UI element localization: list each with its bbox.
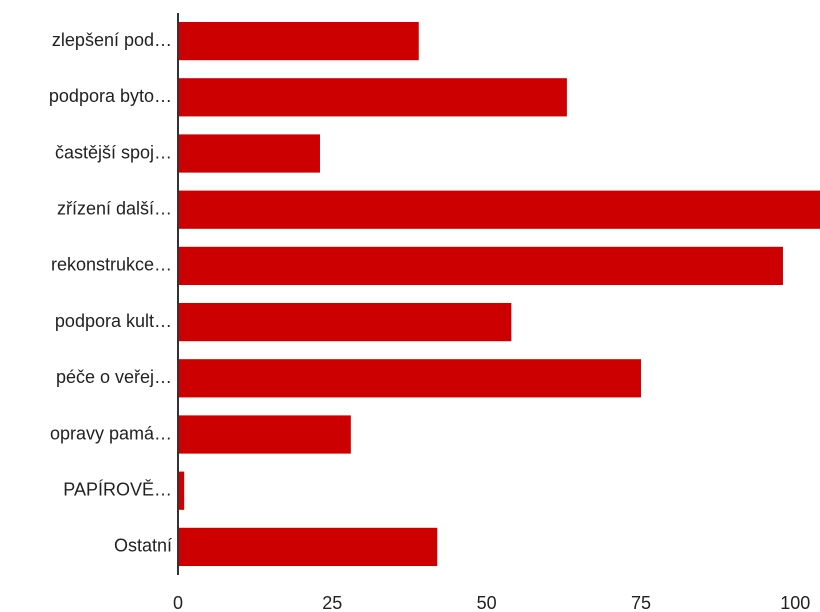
x-tick-label: 50 bbox=[477, 593, 497, 612]
bar bbox=[178, 471, 185, 510]
y-tick-label: zlepšení pod… bbox=[52, 30, 172, 50]
y-tick-label: podpora byto… bbox=[49, 86, 172, 106]
bar bbox=[178, 78, 567, 117]
y-tick-label: péče o veřej… bbox=[56, 367, 172, 387]
y-tick-label: PAPÍROVĚ… bbox=[63, 479, 172, 499]
x-tick-label: 0 bbox=[173, 593, 183, 612]
y-tick-label: zřízení další… bbox=[57, 198, 172, 218]
bar bbox=[178, 302, 512, 342]
bar bbox=[178, 246, 783, 286]
x-tick-label: 25 bbox=[322, 593, 342, 612]
x-tick-label: 75 bbox=[631, 593, 651, 612]
bar bbox=[178, 415, 351, 454]
bar bbox=[178, 134, 320, 173]
bar bbox=[178, 359, 641, 398]
bar bbox=[178, 190, 820, 229]
y-tick-label: podpora kult… bbox=[55, 311, 172, 331]
x-tick-label: 100 bbox=[780, 593, 810, 612]
bar bbox=[178, 527, 438, 567]
bar bbox=[178, 21, 419, 61]
y-tick-label: rekonstrukce… bbox=[51, 255, 172, 275]
y-tick-label: častější spoj… bbox=[55, 142, 172, 162]
y-tick-label: opravy pamá… bbox=[50, 423, 172, 443]
y-tick-label: Ostatní bbox=[114, 536, 172, 556]
